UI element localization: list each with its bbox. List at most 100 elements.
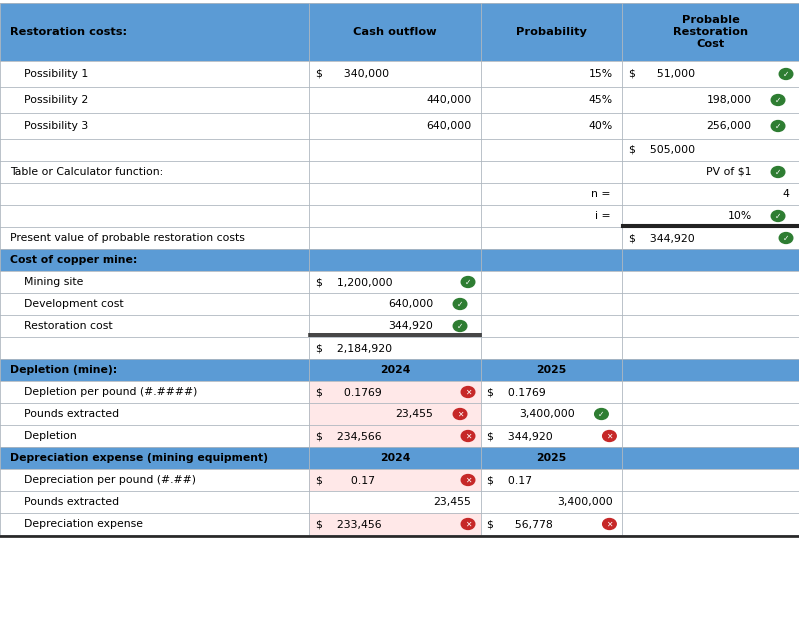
Bar (0, 227, 799, 249)
Text: ✕: ✕ (465, 476, 471, 484)
Circle shape (779, 69, 793, 80)
Text: $      340,000: $ 340,000 (316, 69, 389, 79)
Circle shape (602, 518, 616, 529)
Text: 198,000: 198,000 (706, 95, 752, 105)
Text: Probable
Restoration
Cost: Probable Restoration Cost (673, 15, 749, 49)
Text: Present value of probable restoration costs: Present value of probable restoration co… (10, 233, 244, 243)
Text: 640,000: 640,000 (426, 121, 471, 131)
Bar (0, 271, 799, 293)
Text: 344,920: 344,920 (388, 321, 434, 331)
Text: 23,455: 23,455 (434, 497, 471, 507)
Text: $    1,200,000: $ 1,200,000 (316, 277, 392, 287)
Text: ✓: ✓ (598, 410, 605, 419)
Text: 3,400,000: 3,400,000 (557, 497, 613, 507)
Text: 440,000: 440,000 (426, 95, 471, 105)
Bar (0, 139, 799, 161)
Text: ✓: ✓ (783, 233, 789, 242)
Text: 4: 4 (782, 189, 789, 199)
Text: 2024: 2024 (380, 453, 411, 463)
Text: 3,400,000: 3,400,000 (519, 409, 575, 419)
Circle shape (771, 95, 785, 105)
Bar (0, 249, 799, 271)
Bar (0, 469, 799, 491)
Text: Cash outflow: Cash outflow (353, 27, 437, 37)
Text: 23,455: 23,455 (396, 409, 434, 419)
Circle shape (461, 276, 475, 287)
Bar (309, 381, 481, 403)
Bar (309, 403, 481, 425)
Bar (0, 359, 799, 381)
Text: $    233,456: $ 233,456 (316, 519, 381, 529)
Bar (0, 381, 799, 403)
Circle shape (461, 475, 475, 485)
Text: ✓: ✓ (775, 167, 781, 176)
Bar (0, 513, 799, 535)
Bar (0, 447, 799, 469)
Text: $    344,920: $ 344,920 (629, 233, 694, 243)
Bar (0, 205, 799, 227)
Text: $      56,778: $ 56,778 (487, 519, 553, 529)
Text: ✕: ✕ (606, 520, 613, 529)
Text: 2024: 2024 (380, 365, 411, 375)
Text: 10%: 10% (727, 211, 752, 221)
Text: Depletion: Depletion (10, 431, 77, 441)
Text: Depreciation expense (mining equipment): Depreciation expense (mining equipment) (10, 453, 268, 463)
Bar (0, 61, 799, 87)
Text: Restoration costs:: Restoration costs: (10, 27, 127, 37)
Text: n =: n = (591, 189, 610, 199)
Bar (0, 315, 799, 337)
Text: 15%: 15% (589, 69, 613, 79)
Text: $      51,000: $ 51,000 (629, 69, 695, 79)
Circle shape (771, 210, 785, 221)
Text: Pounds extracted: Pounds extracted (10, 409, 119, 419)
Text: Possibility 1: Possibility 1 (10, 69, 88, 79)
Text: Possibility 3: Possibility 3 (10, 121, 88, 131)
Text: ✓: ✓ (457, 300, 463, 309)
Text: 256,000: 256,000 (706, 121, 752, 131)
Text: PV of $1: PV of $1 (706, 167, 752, 177)
Bar (309, 513, 481, 535)
Text: Depreciation expense: Depreciation expense (10, 519, 142, 529)
Text: ✓: ✓ (457, 322, 463, 331)
Bar (0, 183, 799, 205)
Text: Cost of copper mine:: Cost of copper mine: (10, 255, 137, 265)
Circle shape (461, 386, 475, 397)
Text: Pounds extracted: Pounds extracted (10, 497, 119, 507)
Text: $    0.1769: $ 0.1769 (487, 387, 547, 397)
Text: Depreciation per pound (#.##): Depreciation per pound (#.##) (10, 475, 196, 485)
Circle shape (461, 518, 475, 529)
Bar (0, 491, 799, 513)
Text: ✕: ✕ (465, 431, 471, 440)
Text: Depletion per pound (#.####): Depletion per pound (#.####) (10, 387, 197, 397)
Text: 2025: 2025 (537, 453, 566, 463)
Text: 640,000: 640,000 (388, 299, 434, 309)
Bar (0, 337, 799, 359)
Bar (0, 293, 799, 315)
Text: ✕: ✕ (606, 431, 613, 440)
Text: ✕: ✕ (465, 388, 471, 397)
Text: Table or Calculator function:: Table or Calculator function: (10, 167, 163, 177)
Bar (0, 113, 799, 139)
Bar (0, 425, 799, 447)
Circle shape (771, 120, 785, 131)
Text: ✓: ✓ (775, 96, 781, 105)
Circle shape (453, 320, 467, 331)
Text: ✕: ✕ (465, 520, 471, 529)
Text: Possibility 2: Possibility 2 (10, 95, 88, 105)
Text: $    2,184,920: $ 2,184,920 (316, 343, 392, 353)
Text: ✓: ✓ (465, 278, 471, 287)
Text: Restoration cost: Restoration cost (10, 321, 112, 331)
Circle shape (779, 233, 793, 244)
Text: Probability: Probability (516, 27, 587, 37)
Bar (309, 425, 481, 447)
Text: 40%: 40% (589, 121, 613, 131)
Bar (0, 403, 799, 425)
Text: Development cost: Development cost (10, 299, 123, 309)
Text: ✕: ✕ (457, 410, 463, 419)
Bar (0, 161, 799, 183)
Text: $        0.17: $ 0.17 (316, 475, 375, 485)
Text: ✓: ✓ (775, 122, 781, 131)
Bar (0, 87, 799, 113)
Text: ✓: ✓ (775, 212, 781, 221)
Text: $    505,000: $ 505,000 (629, 145, 695, 155)
